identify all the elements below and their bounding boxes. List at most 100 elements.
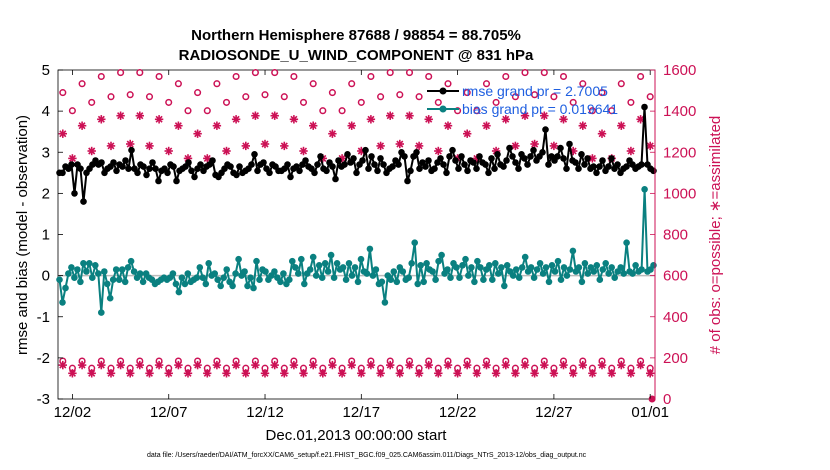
bias-point [560,264,568,271]
bias-point [539,270,547,277]
bias-point [605,270,612,277]
bias-point [471,278,478,286]
rmse-point [266,169,273,177]
obs-assimilated-stroke [511,142,519,150]
obs-possible-marker [637,72,645,81]
bias-point [118,266,126,273]
obs-assimilated-stroke [136,361,144,369]
obs-assimilated-marker [559,115,568,124]
bias-point [309,253,317,261]
rmse-point [155,177,162,185]
bias-point [77,278,84,286]
rmse-point [437,155,444,162]
obs-assimilated-marker [328,129,337,138]
obs-assimilated-marker [289,360,299,370]
obs-possible-marker [348,80,356,88]
rmse-point [191,173,198,181]
bias-point [566,266,574,273]
bias-point [498,264,505,271]
bias-point [86,260,93,267]
obs-assimilated-marker [106,369,116,378]
chart-title: Northern Hemisphere 87688 / 98854 = 88.7… [191,27,521,44]
obs-assimilated-marker [154,360,164,370]
rmse-point [143,171,150,179]
rmse-point [368,153,375,160]
obs-assimilated-stroke [560,361,568,369]
bias-point [501,282,508,290]
obs-assimilated-stroke [617,361,625,369]
y2-tick-label: 0 [663,391,671,408]
obs-assimilated-stroke [165,147,173,155]
bias-point [366,245,374,253]
rmse-point [584,155,591,162]
bias-point [169,270,177,277]
bias-point [423,260,430,267]
bias-point [199,274,207,282]
obs-assimilated-marker [626,146,636,156]
bias-point [351,264,359,271]
bias-point [139,278,147,286]
obs-assimilated-stroke [550,369,558,377]
bias-point [405,274,413,282]
rmse-point [110,159,117,166]
rmse-point [254,167,261,175]
obs-possible-marker [550,93,558,101]
obs-assimilated-stroke [396,369,404,377]
obs-assimilated-marker [97,115,106,124]
rmse-point [173,177,180,185]
obs-possible-marker [126,91,134,99]
bias-point [480,276,487,284]
obs-assimilated-stroke [482,361,491,369]
obs-assimilated-stroke [78,122,86,130]
rmse-point [164,169,171,177]
bias-point [548,262,556,269]
obs-assimilated-marker [68,154,77,163]
bias-point [115,276,123,284]
rmse-point [605,163,612,170]
obs-possible-marker [338,107,346,115]
bias-point [56,276,63,284]
bias-point [369,272,377,279]
obs-assimilated-marker [366,360,376,370]
obs-assimilated-marker [164,369,173,378]
rmse-point [560,155,567,162]
bias-point [318,274,326,282]
bias-point [324,268,332,275]
obs-assimilated-marker [126,369,135,378]
bias-point [235,255,242,263]
obs-assimilated-marker [366,115,376,124]
obs-assimilated-marker [530,139,539,149]
rmse-point [68,161,75,168]
obs-possible-marker [184,107,192,115]
obs-assimilated-stroke [68,154,76,162]
obs-assimilated-stroke [213,122,221,130]
obs-layer [58,69,656,403]
obs-assimilated-marker [318,369,327,378]
obs-assimilated-stroke [59,130,67,138]
rmse-point [125,165,132,172]
obs-assimilated-marker [597,129,607,138]
obs-assimilated-stroke [300,369,308,377]
bias-point [112,266,120,273]
bias-point [554,257,562,265]
rmse-point [350,155,357,162]
rmse-point [563,165,570,172]
rmse-point [590,163,597,170]
obs-possible-marker [396,91,404,99]
obs-assimilated-stroke [145,142,153,150]
obs-assimilated-stroke [107,369,115,377]
obs-assimilated-stroke [377,142,385,150]
bias-point [575,264,583,271]
obs-assimilated-stroke [242,142,250,150]
bias-point [632,262,639,269]
obs-possible-marker [299,98,308,106]
x-tick-label: 12/27 [535,404,573,421]
obs-assimilated-marker [260,369,270,378]
obs-assimilated-marker [116,111,125,120]
rmse-point [623,163,630,170]
rmse-point [425,157,432,164]
bias-point [178,274,186,282]
bias-point [211,270,218,277]
rmse-point [185,159,192,166]
